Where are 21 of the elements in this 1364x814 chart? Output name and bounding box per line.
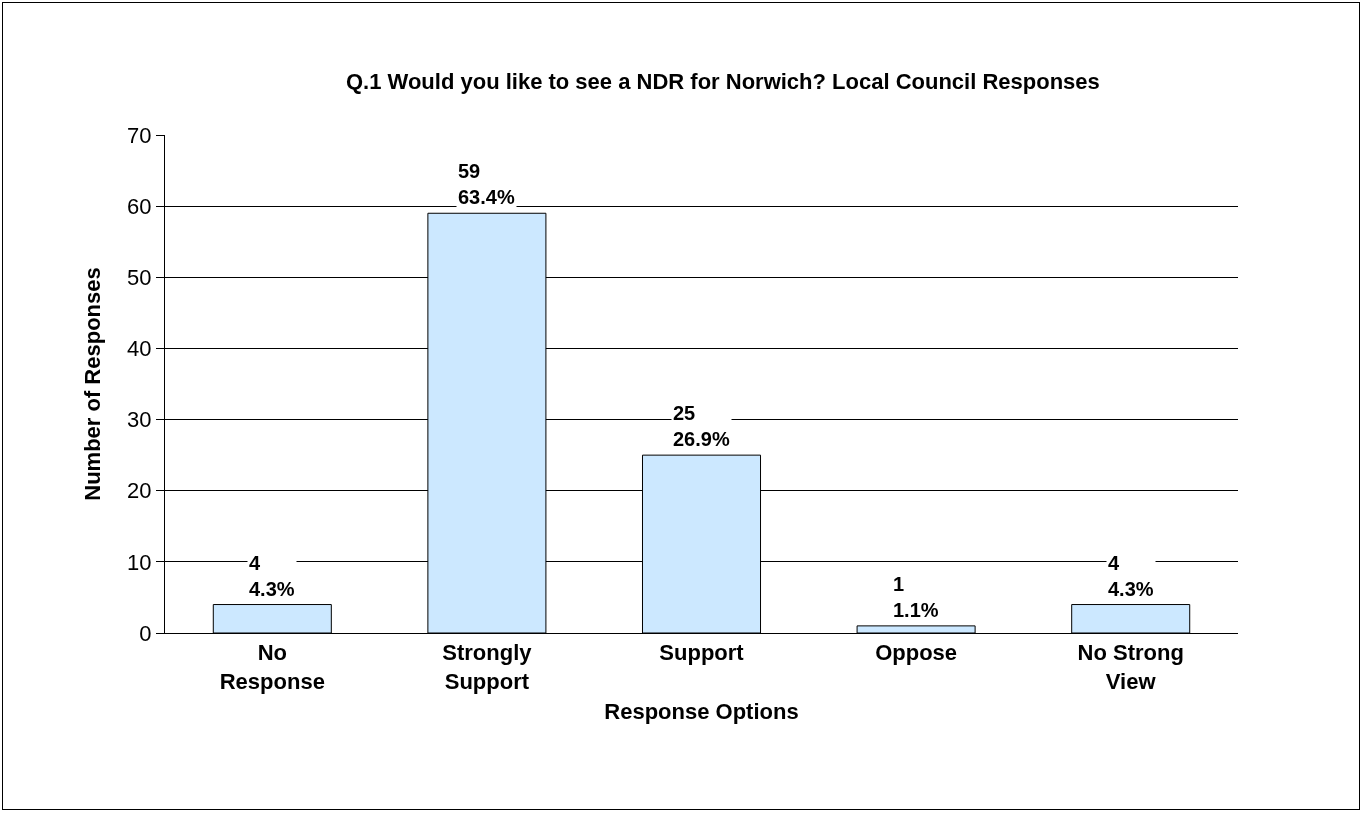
y-tick-label: 70 xyxy=(127,122,152,148)
data-label: 4 4.3% xyxy=(1108,552,1154,600)
x-axis-title: Response Options xyxy=(604,698,799,724)
x-tick-label: Strongly Support xyxy=(442,640,533,694)
y-tick-label: 60 xyxy=(127,193,152,219)
y-tick-label: 50 xyxy=(127,264,152,290)
y-tick-label: 0 xyxy=(139,620,152,646)
data-label: 4 4.3% xyxy=(249,552,295,600)
y-tick-label: 20 xyxy=(127,478,152,504)
chart-title: Q.1 Would you like to see a NDR for Norwich? Local Council Responses xyxy=(346,69,1100,95)
y-tick-label: 10 xyxy=(127,549,152,575)
data-label: 1 1.1% xyxy=(893,573,939,621)
x-tick-label: Support xyxy=(659,640,745,666)
y-tick-label: 40 xyxy=(127,336,152,362)
x-tick-label: No Response xyxy=(219,640,325,694)
data-label: 25 26.9% xyxy=(673,402,730,450)
y-axis-title: Number of Responses xyxy=(79,267,105,501)
x-tick-label: No Strong View xyxy=(1077,640,1184,694)
data-label: 59 63.4% xyxy=(458,160,515,208)
y-tick-label: 30 xyxy=(127,407,152,433)
x-tick-label: Oppose xyxy=(875,640,958,666)
